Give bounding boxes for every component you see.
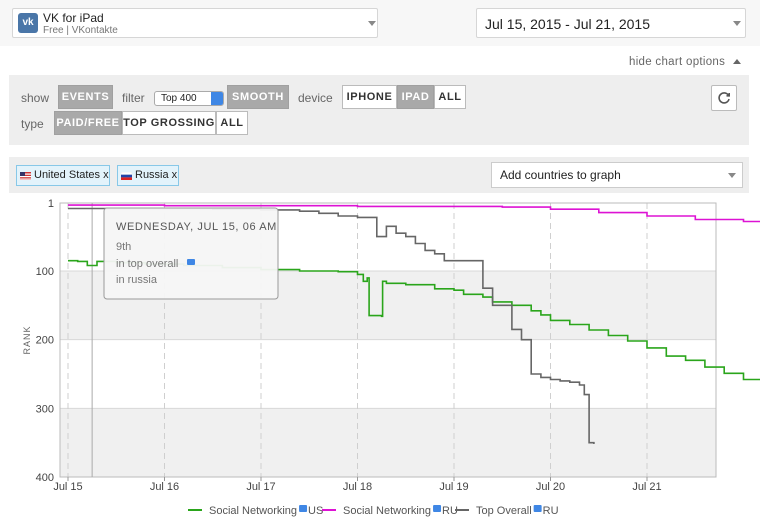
chevron-up-icon xyxy=(732,59,741,64)
series-line-ru-1 xyxy=(68,204,760,223)
device-iphone-button[interactable]: IPHONE xyxy=(342,85,397,109)
add-countries-placeholder: Add countries to graph xyxy=(500,168,621,182)
legend-country: RU xyxy=(442,505,458,517)
legend-item[interactable]: Top Overall RU xyxy=(455,505,559,517)
smooth-button[interactable]: SMOOTH xyxy=(227,85,289,109)
tooltip-category: in top overall xyxy=(116,258,178,270)
legend-label: Social Networking xyxy=(209,505,297,517)
vk-logo-icon: vk xyxy=(18,13,38,33)
y-tick-label: 300 xyxy=(36,403,54,415)
series-line-ru-2 xyxy=(68,207,595,444)
date-range-selector[interactable]: Jul 15, 2015 - Jul 21, 2015 xyxy=(476,8,746,38)
country-chip-label: Russia x xyxy=(135,169,178,181)
app-subtitle: Free | VKontakte xyxy=(43,25,118,36)
x-tick-label: Jul 20 xyxy=(536,481,565,493)
y-tick-label: 100 xyxy=(36,266,54,278)
type-all-button[interactable]: ALL xyxy=(216,111,248,135)
legend-country: RU xyxy=(543,505,559,517)
chart-tooltip: WEDNESDAY, JUL 15, 06 AM 9th in top overal… xyxy=(103,207,279,300)
x-tick-label: Jul 18 xyxy=(343,481,372,493)
ipad-device-icon xyxy=(187,259,195,265)
y-axis-label: RANK xyxy=(22,325,32,354)
ipad-device-icon xyxy=(433,505,442,512)
type-paid-free-button[interactable]: PAID/FREE xyxy=(54,111,122,135)
type-label: type xyxy=(21,117,44,131)
events-button[interactable]: EVENTS xyxy=(58,85,113,109)
chevron-down-icon xyxy=(733,21,741,26)
select-arrows-icon xyxy=(211,92,223,105)
legend-label: Social Networking xyxy=(343,505,431,517)
app-name: VK for iPad xyxy=(43,11,104,25)
y-tick-label: 1 xyxy=(48,198,54,210)
x-tick-label: Jul 15 xyxy=(53,481,82,493)
ipad-device-icon xyxy=(299,505,308,512)
hide-chart-options-link[interactable]: hide chart options xyxy=(629,56,741,68)
device-ipad-button[interactable]: IPAD xyxy=(397,85,434,109)
tooltip-rank: 9th xyxy=(116,241,131,253)
country-chip-russia[interactable]: Russia x xyxy=(117,165,179,186)
rank-band xyxy=(60,339,716,409)
country-chip-united-states[interactable]: United States x xyxy=(16,165,110,186)
chevron-down-icon xyxy=(728,173,736,178)
x-tick-label: Jul 16 xyxy=(150,481,179,493)
legend-item[interactable]: Social Networking US xyxy=(188,505,323,517)
country-chip-label: United States x xyxy=(34,169,109,181)
device-all-button[interactable]: ALL xyxy=(434,85,466,109)
filter-label: filter xyxy=(122,91,145,105)
y-tick-label: 200 xyxy=(36,335,54,347)
device-label: device xyxy=(298,91,333,105)
filter-value: Top 400 xyxy=(161,93,197,104)
legend-country: US xyxy=(308,505,323,517)
tooltip-country: in russia xyxy=(116,274,158,286)
chevron-down-icon xyxy=(368,21,376,26)
app-selector[interactable]: vk VK for iPad Free | VKontakte xyxy=(12,8,378,38)
add-countries-select[interactable]: Add countries to graph xyxy=(491,162,743,188)
plot-frame xyxy=(59,202,717,478)
us-flag-icon xyxy=(20,172,31,180)
x-tick-label: Jul 21 xyxy=(632,481,661,493)
y-tick-label: 400 xyxy=(36,472,54,484)
date-range-text: Jul 15, 2015 - Jul 21, 2015 xyxy=(485,16,651,32)
tooltip-box xyxy=(103,207,279,300)
tooltip-title: WEDNESDAY, JUL 15, 06 AM xyxy=(116,221,277,233)
rank-band xyxy=(60,408,716,477)
x-tick-label: Jul 19 xyxy=(439,481,468,493)
filter-select[interactable]: Top 400 xyxy=(154,91,224,106)
type-top-grossing-button[interactable]: TOP GROSSING xyxy=(122,111,216,135)
x-tick-label: Jul 17 xyxy=(246,481,275,493)
legend-item[interactable]: Social Networking RU xyxy=(322,505,458,517)
show-label: show xyxy=(21,91,50,105)
refresh-icon xyxy=(718,92,730,104)
legend-label: Top Overall xyxy=(476,505,532,517)
russia-flag-icon xyxy=(121,172,132,180)
hide-chart-options-label: hide chart options xyxy=(629,56,726,68)
ipad-device-icon xyxy=(533,505,542,512)
refresh-button[interactable] xyxy=(711,85,737,111)
